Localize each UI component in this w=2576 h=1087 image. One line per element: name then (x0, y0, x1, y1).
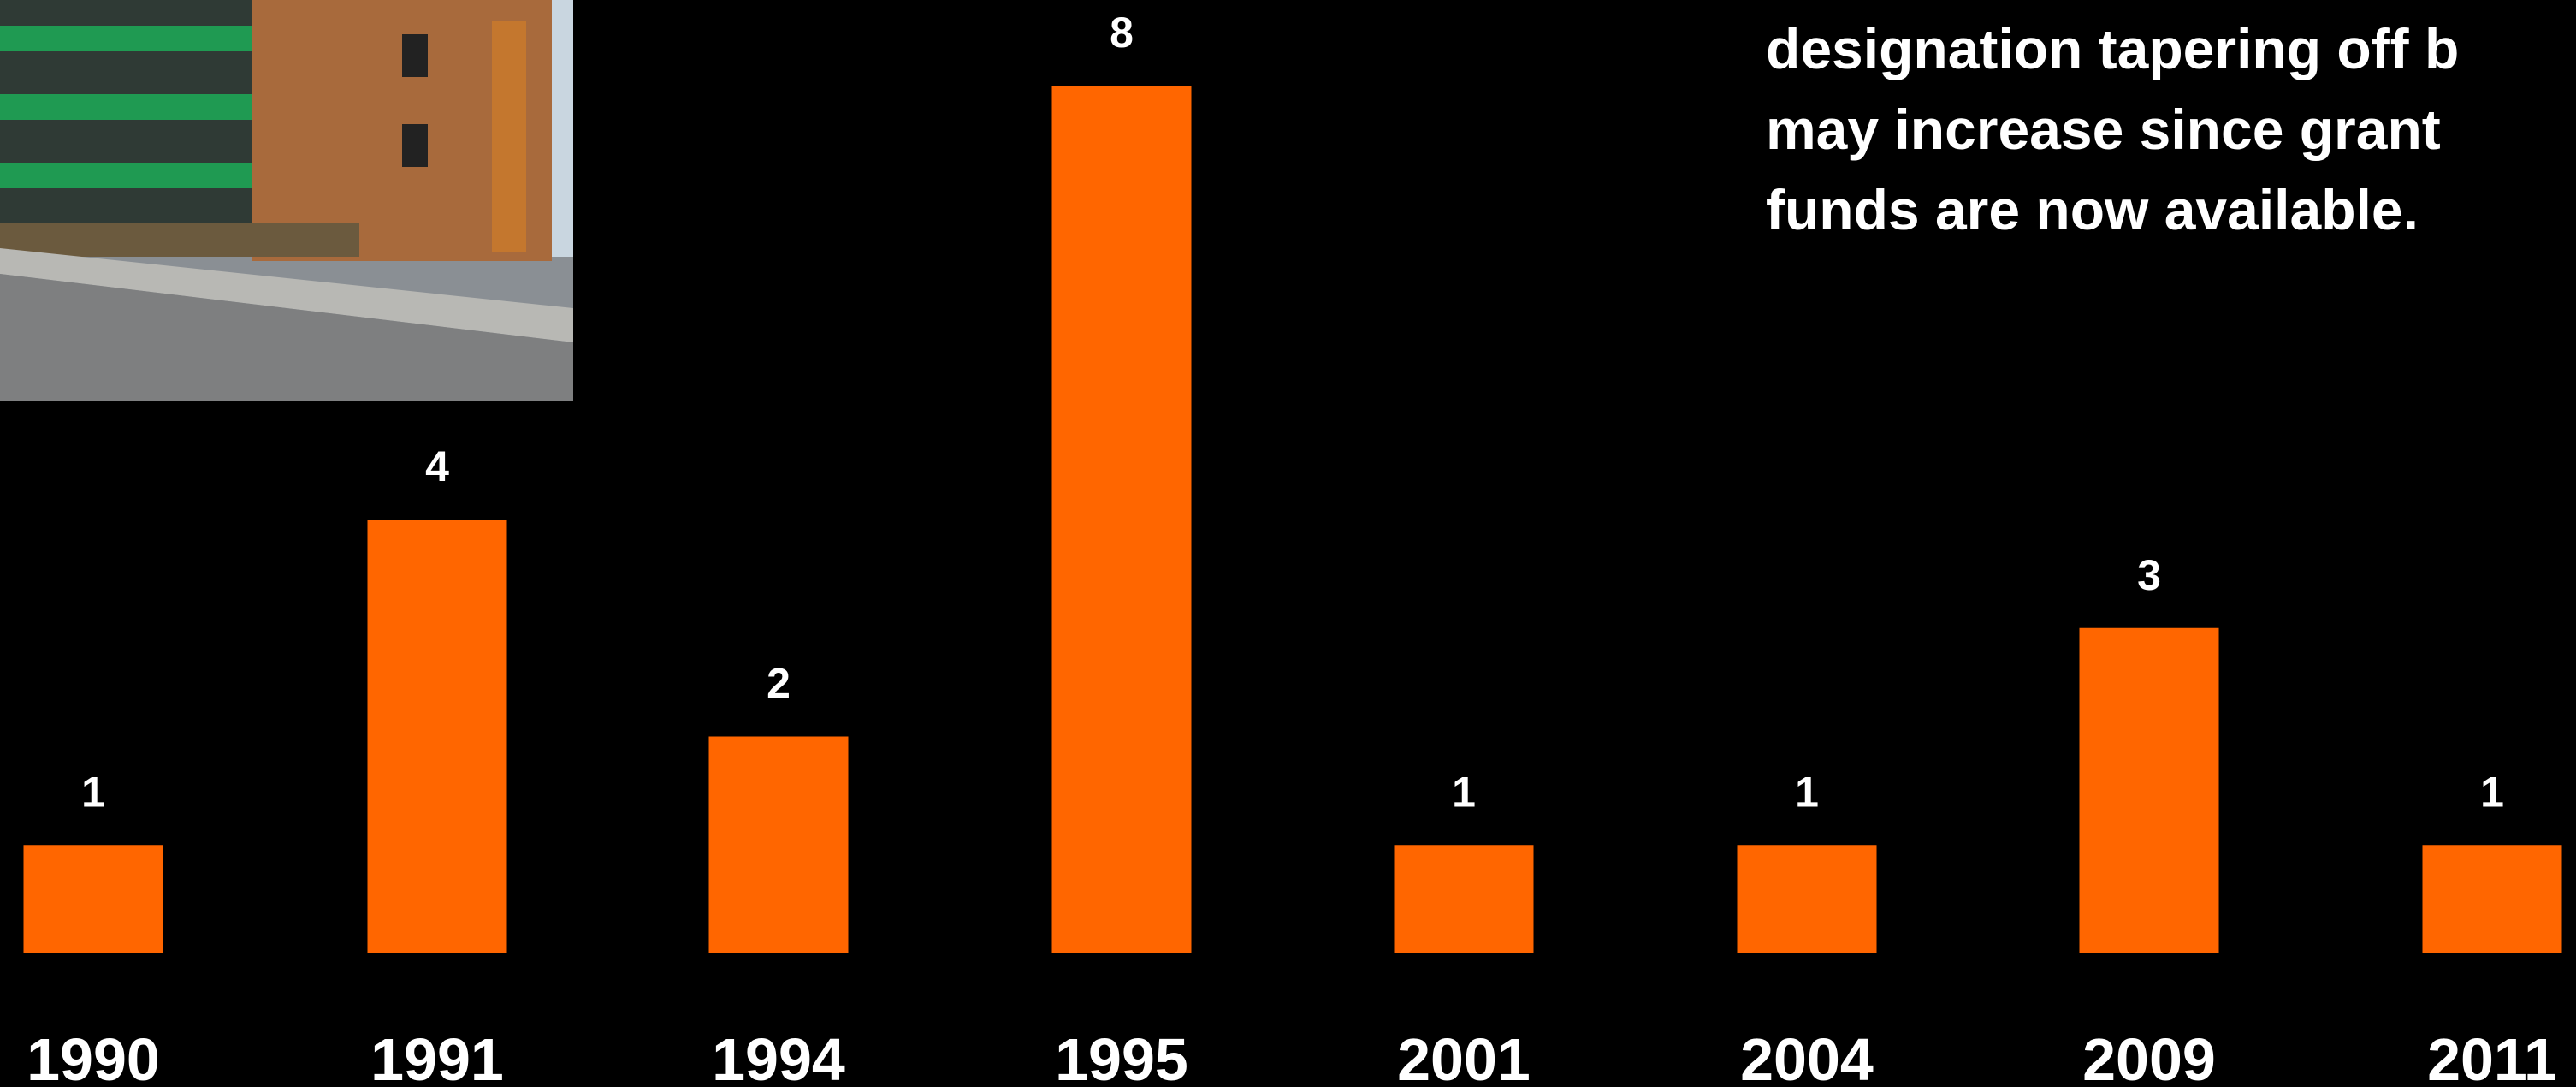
bar (1394, 845, 1534, 953)
value-label: 1 (2480, 768, 2504, 816)
annotation: designation tapering off b may increase s… (1766, 17, 2459, 241)
value-label: 8 (1110, 9, 1134, 56)
x-tick-label: 2001 (1397, 1026, 1531, 1087)
value-label: 1 (1452, 768, 1476, 816)
bar (23, 845, 163, 953)
value-label: 3 (2137, 551, 2161, 599)
bar (1737, 845, 1877, 953)
x-tick-label: 2004 (1740, 1026, 1874, 1087)
annotation-line: funds are now available. (1766, 178, 2419, 241)
bar (2422, 845, 2562, 953)
annotation-line: may increase since grant (1766, 98, 2441, 161)
bar (2079, 627, 2219, 953)
x-tick-label: 1995 (1055, 1026, 1188, 1087)
value-label: 1 (1795, 768, 1819, 816)
bar (367, 520, 507, 953)
x-tick-label: 1991 (370, 1026, 504, 1087)
bar (1051, 86, 1192, 953)
photo (0, 0, 573, 401)
x-tick-label: 1990 (27, 1026, 160, 1087)
bar (708, 736, 849, 953)
value-label: 4 (425, 443, 449, 490)
value-label: 1 (81, 768, 105, 816)
x-tick-label: 2009 (2082, 1026, 2216, 1087)
value-label: 2 (767, 660, 791, 708)
annotation-line: designation tapering off b (1766, 17, 2459, 80)
x-tick-label: 2011 (2427, 1026, 2557, 1087)
x-tick-label: 1994 (712, 1026, 845, 1087)
